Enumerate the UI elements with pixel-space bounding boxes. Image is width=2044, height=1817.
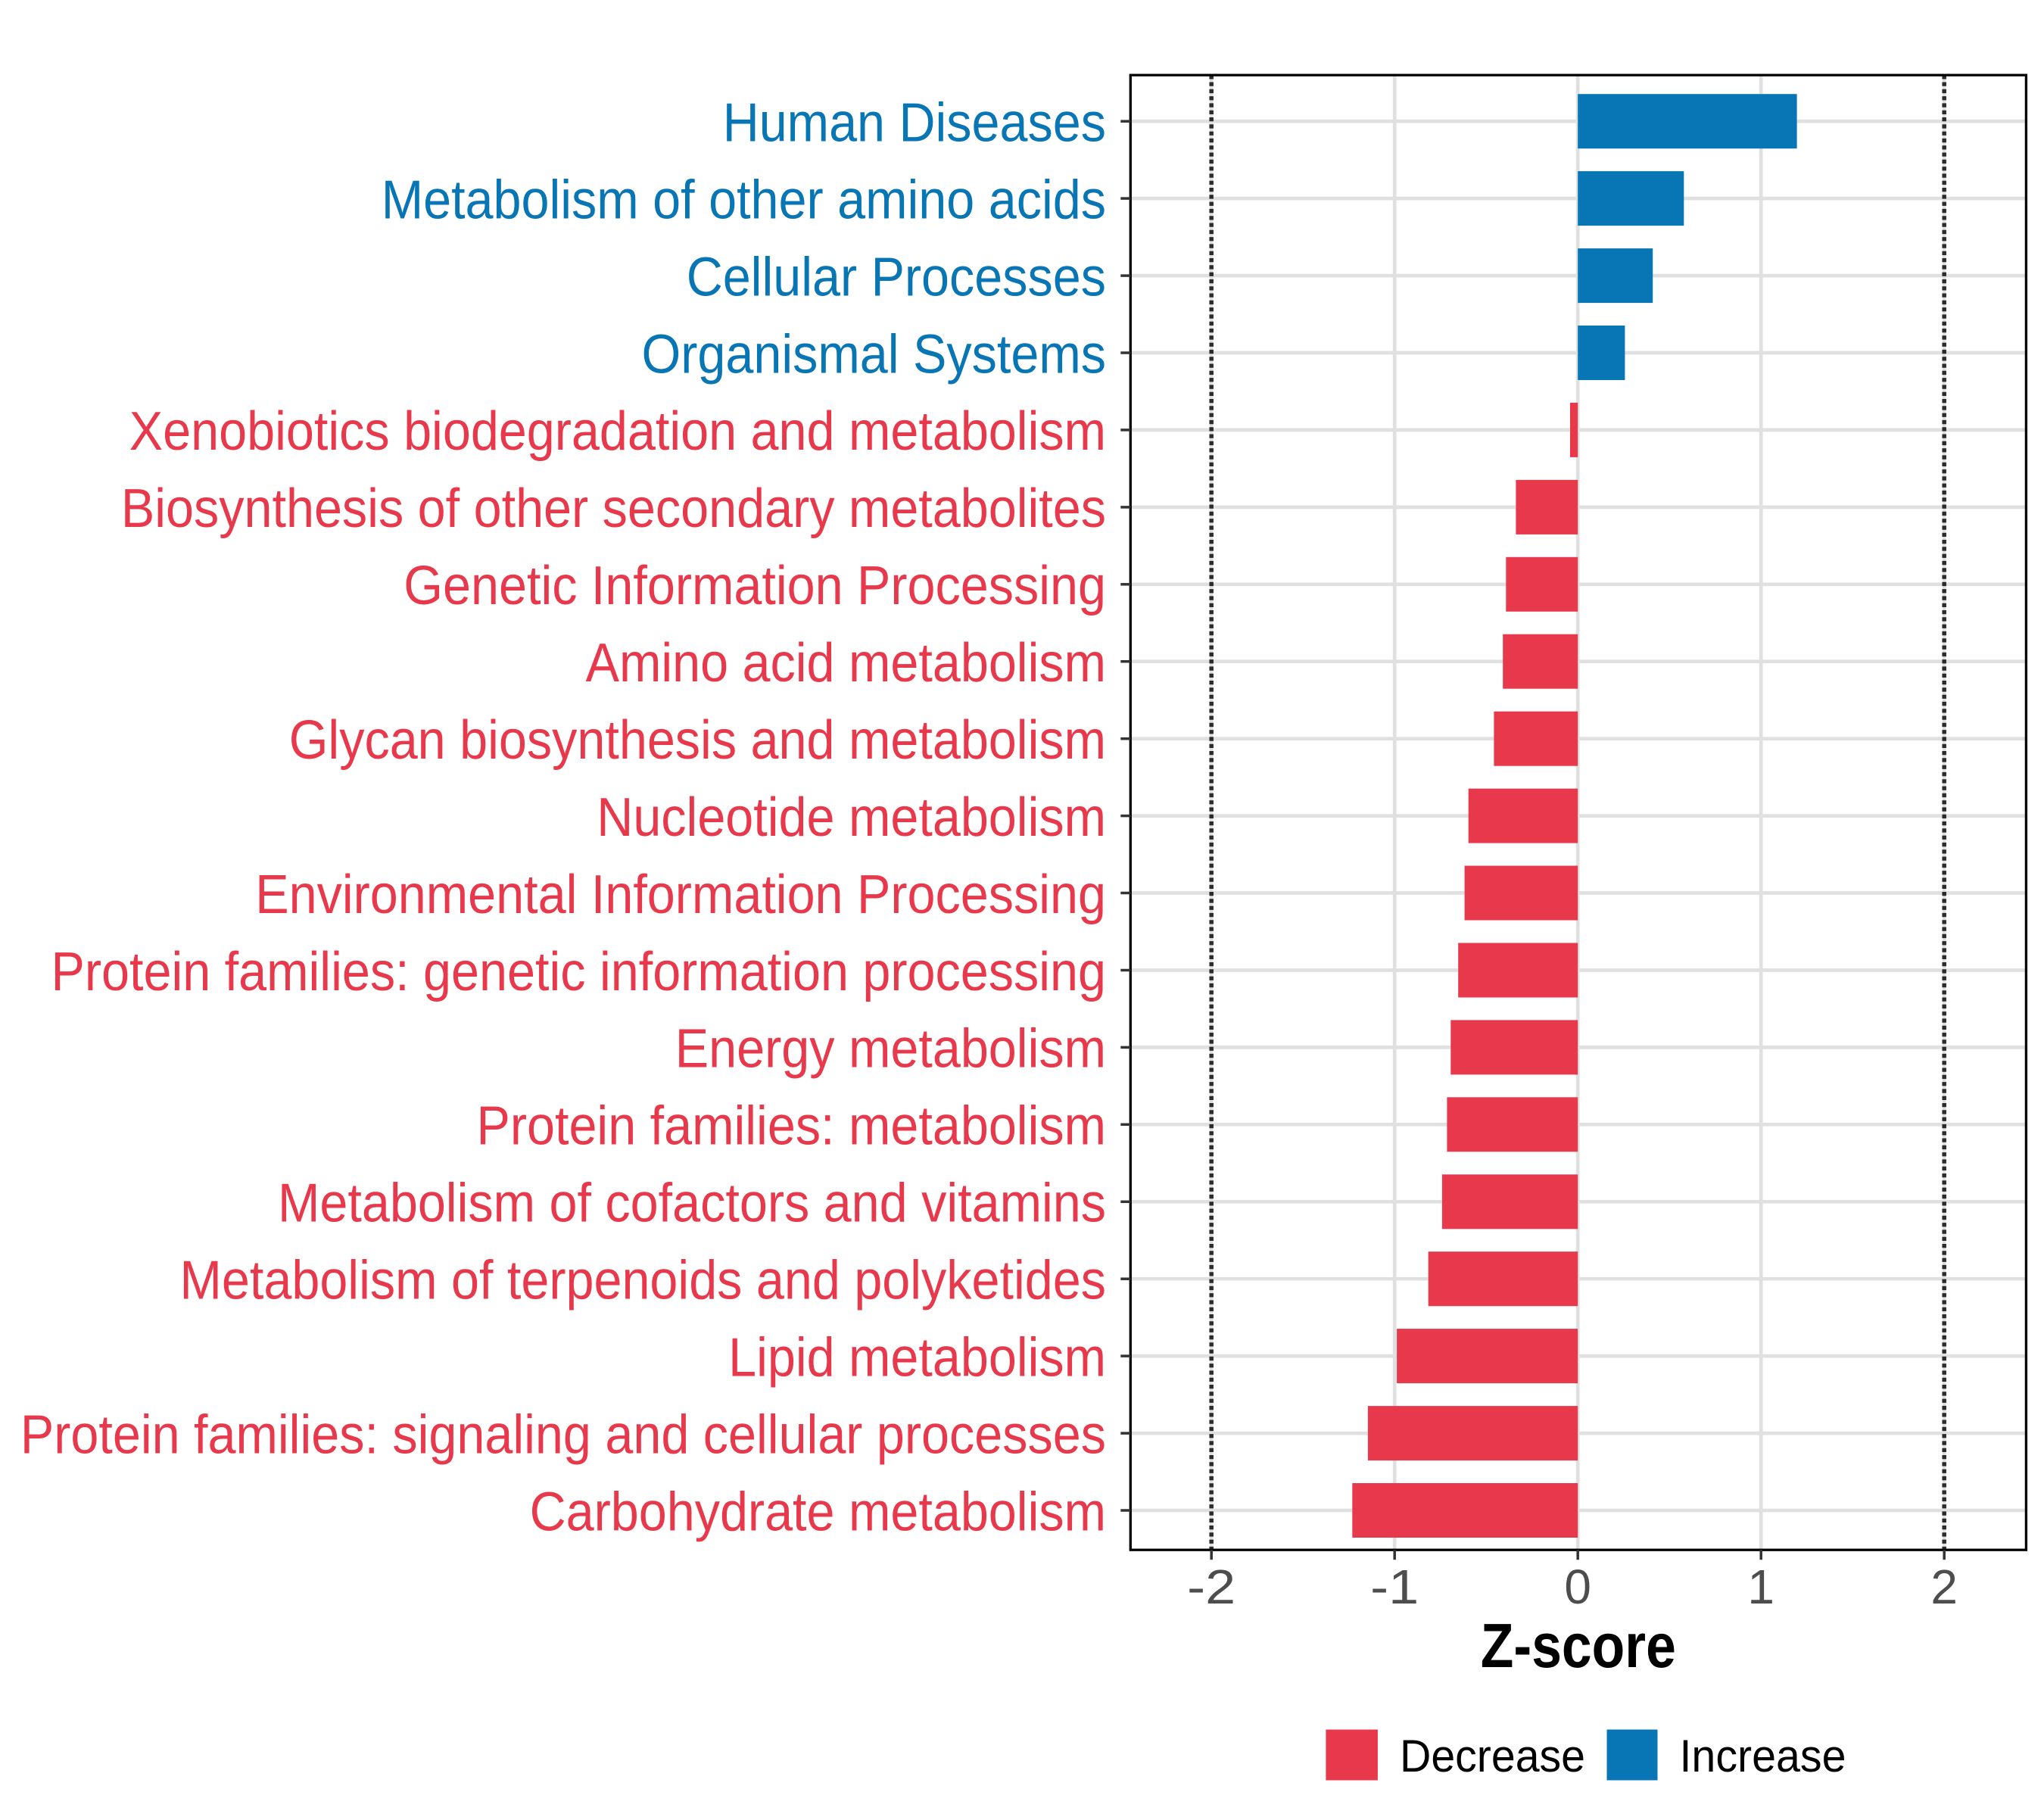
svg-text:Human Diseases: Human Diseases [723, 93, 1106, 154]
svg-text:1: 1 [1747, 1560, 1774, 1614]
svg-text:-1: -1 [1370, 1560, 1419, 1614]
svg-text:Glycan biosynthesis and metabo: Glycan biosynthesis and metabolism [289, 710, 1106, 771]
svg-text:Lipid metabolism: Lipid metabolism [728, 1327, 1106, 1388]
svg-text:Energy metabolism: Energy metabolism [675, 1019, 1106, 1080]
svg-text:Z-score: Z-score [1481, 1610, 1676, 1681]
svg-text:Increase: Increase [1680, 1731, 1846, 1781]
svg-text:Decrease: Decrease [1400, 1731, 1585, 1781]
svg-text:Protein families: signaling an: Protein families: signaling and cellular… [20, 1404, 1106, 1465]
svg-text:Metabolism of other amino acid: Metabolism of other amino acids [382, 170, 1106, 230]
svg-text:Nucleotide metabolism: Nucleotide metabolism [597, 787, 1106, 848]
svg-text:-2: -2 [1187, 1560, 1235, 1614]
svg-text:Amino acid metabolism: Amino acid metabolism [586, 633, 1106, 693]
svg-text:Organismal Systems: Organismal Systems [642, 324, 1107, 385]
svg-text:Protein families: metabolism: Protein families: metabolism [477, 1096, 1107, 1157]
svg-text:Cellular Processes: Cellular Processes [687, 247, 1106, 307]
svg-text:0: 0 [1564, 1560, 1591, 1614]
svg-text:2: 2 [1930, 1560, 1958, 1614]
svg-text:Carbohydrate metabolism: Carbohydrate metabolism [530, 1482, 1106, 1542]
svg-text:Biosynthesis of other secondar: Biosynthesis of other secondary metaboli… [121, 478, 1106, 539]
svg-text:Environmental Information Proc: Environmental Information Processing [255, 865, 1106, 925]
svg-text:Metabolism of cofactors and vi: Metabolism of cofactors and vitamins [278, 1173, 1106, 1234]
svg-text:Xenobiotics biodegradation and: Xenobiotics biodegradation and metabolis… [129, 401, 1106, 462]
svg-text:Protein families: genetic info: Protein families: genetic information pr… [51, 942, 1107, 1002]
svg-text:Genetic Information Processing: Genetic Information Processing [404, 556, 1106, 616]
svg-text:Metabolism of terpenoids and p: Metabolism of terpenoids and polyketides [180, 1251, 1107, 1311]
